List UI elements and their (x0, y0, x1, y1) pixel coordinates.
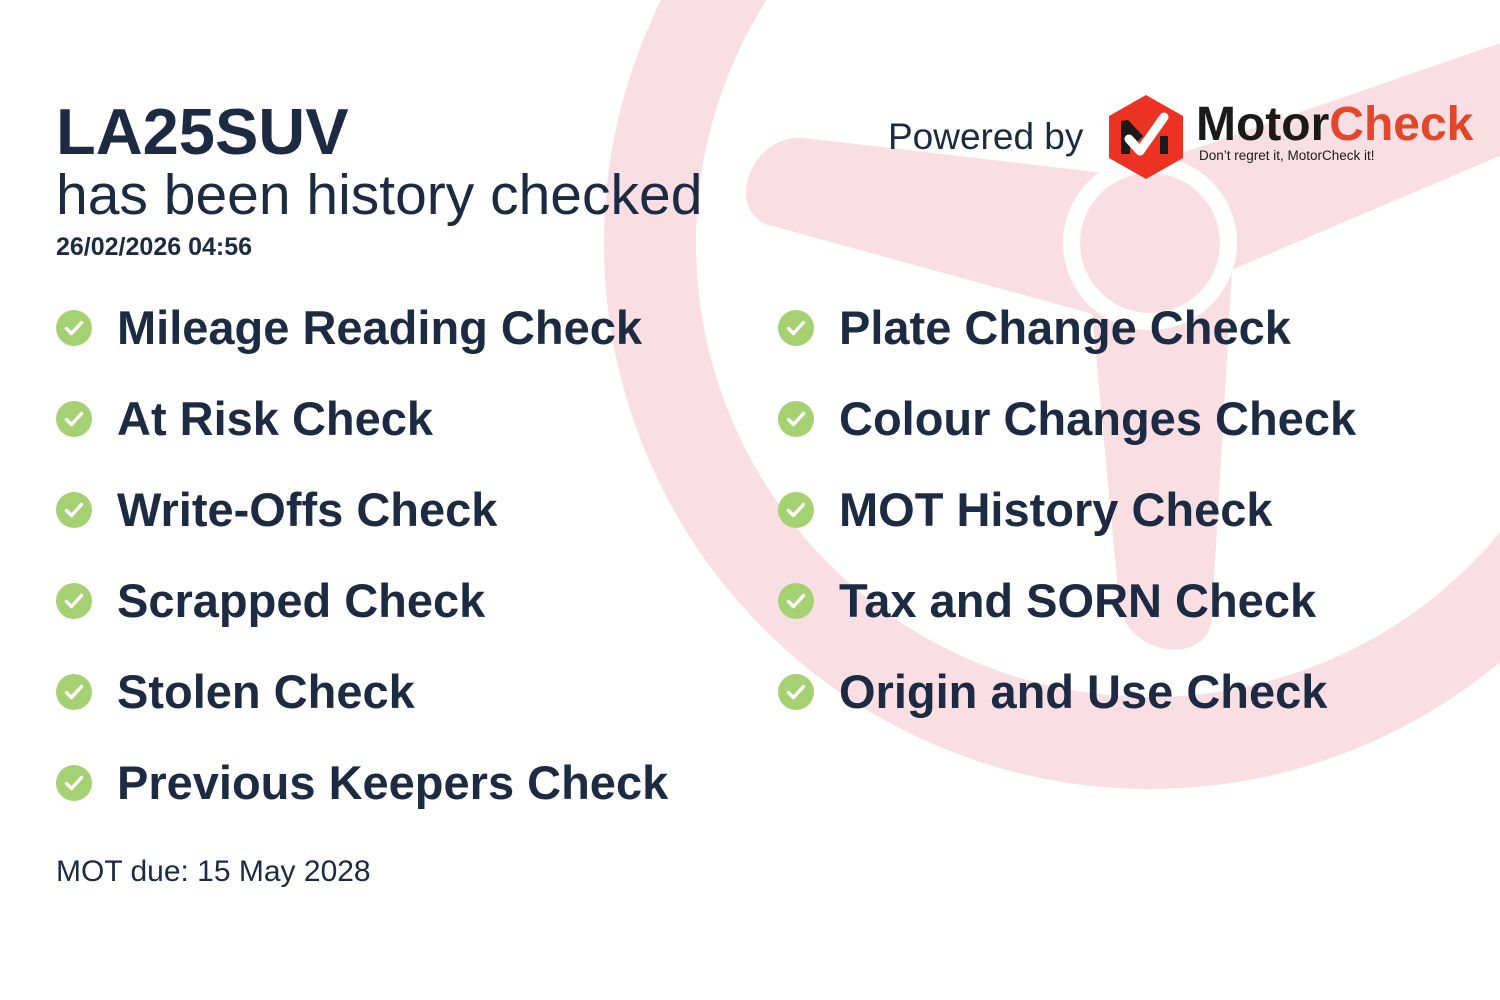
svg-text:MotorCheck: MotorCheck (1196, 98, 1474, 151)
svg-text:Don’t regret it, MotorCheck it: Don’t regret it, MotorCheck it! (1199, 148, 1375, 163)
